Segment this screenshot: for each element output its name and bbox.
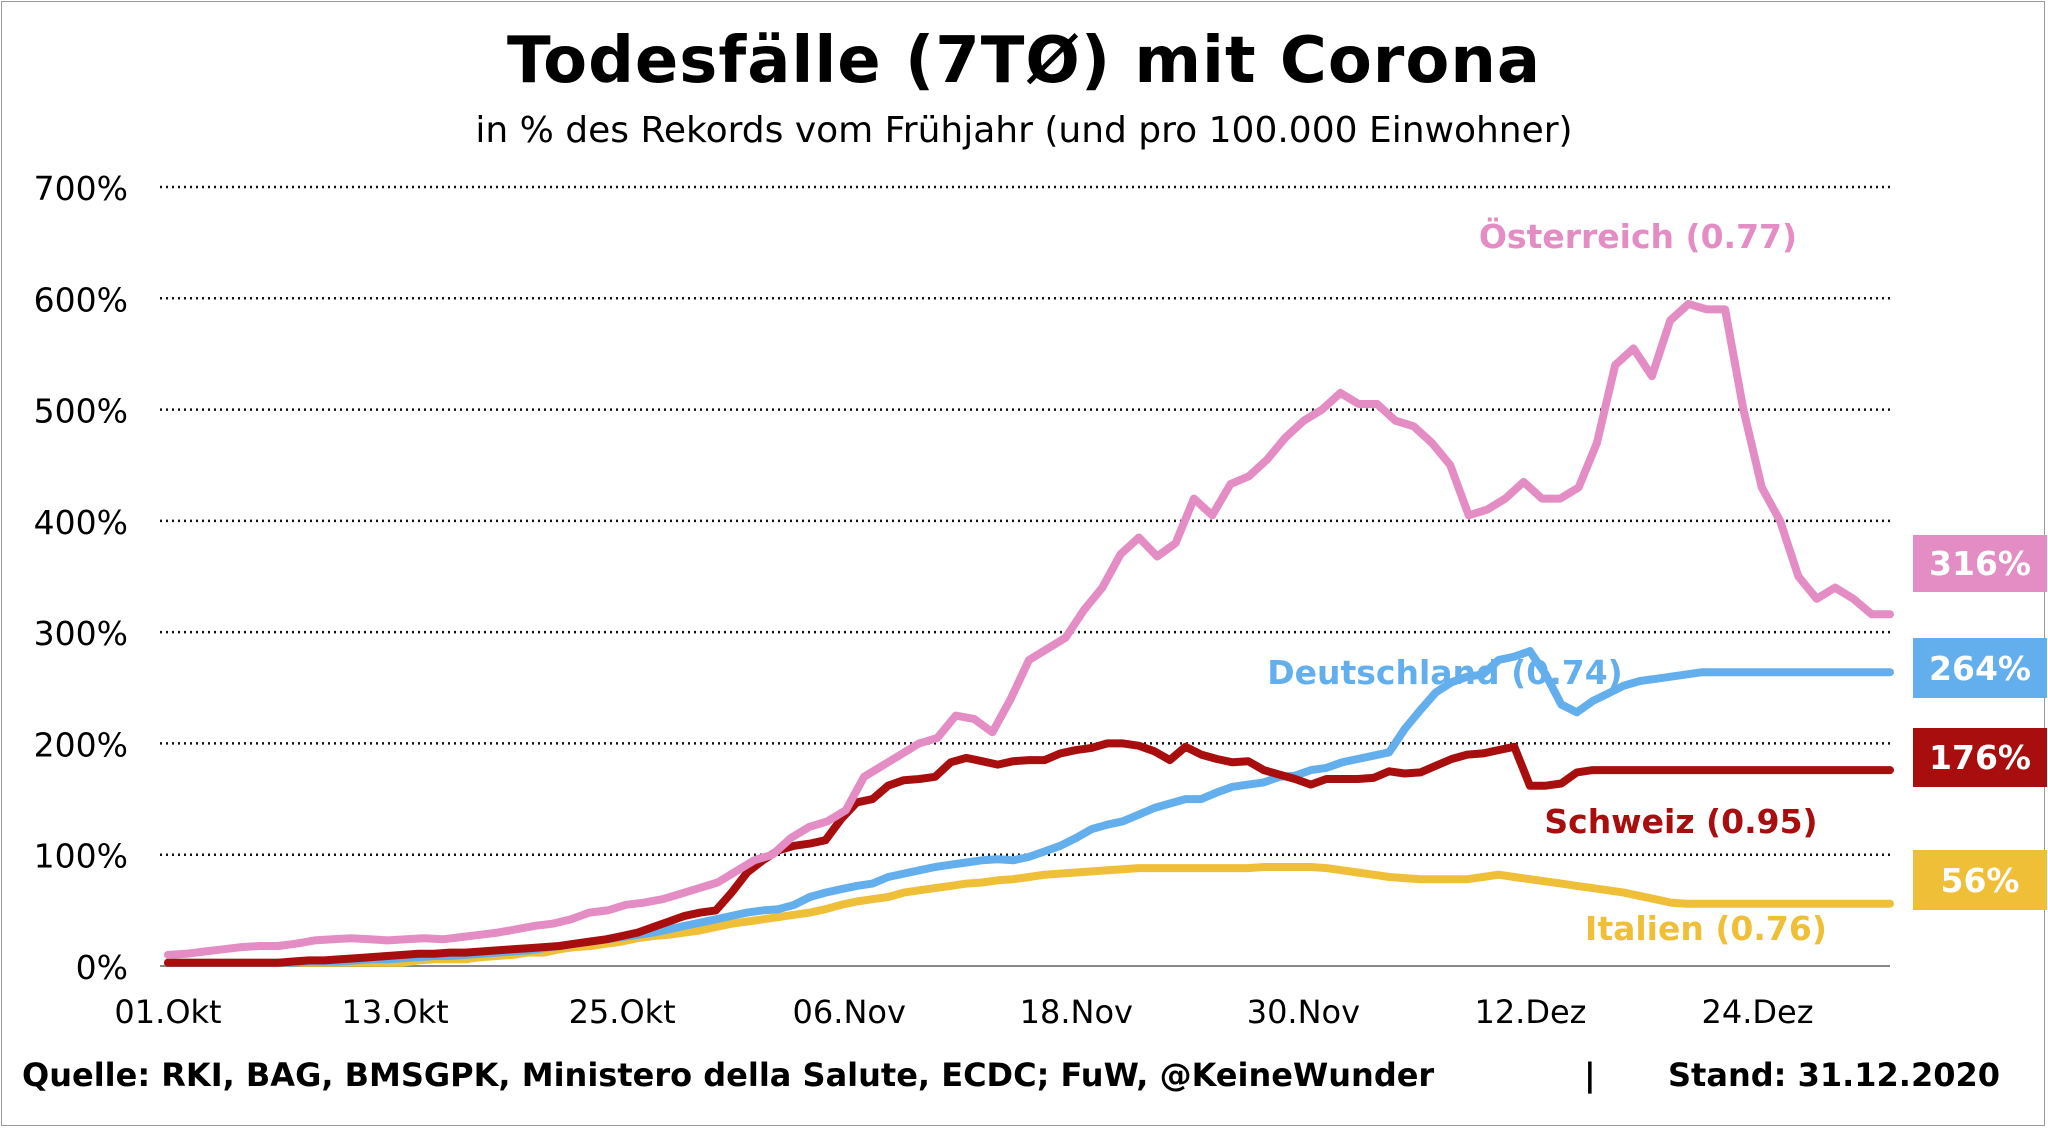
grid-lines <box>160 185 1890 856</box>
badge-oesterreich-value: 316% <box>1929 544 2031 583</box>
x-tick-label: 12.Dez <box>1474 993 1586 1031</box>
x-tick-label: 24.Dez <box>1702 993 1814 1031</box>
badge-schweiz: 176% <box>1913 728 2047 787</box>
y-tick-label: 700% <box>34 169 128 208</box>
x-tick-label: 06.Nov <box>793 993 906 1031</box>
x-tick-label: 30.Nov <box>1247 993 1360 1031</box>
y-tick-label: 300% <box>34 614 128 653</box>
x-tick-label: 18.Nov <box>1020 993 1133 1031</box>
chart-title: Todesfälle (7TØ) mit Corona <box>506 24 1542 98</box>
series-label-oesterreich: Österreich (0.77) <box>1479 216 1797 256</box>
footer-separator: | <box>1584 1056 1596 1094</box>
badge-italien-value: 56% <box>1941 861 2020 900</box>
badge-oesterreich: 316% <box>1913 535 2047 592</box>
y-axis-ticks: 0% 100% 200% 300% 400% 500% 600% 700% <box>34 169 128 987</box>
chart-subtitle: in % des Rekords vom Frühjahr (und pro 1… <box>475 110 1573 151</box>
x-tick-label: 01.Okt <box>114 993 221 1031</box>
x-tick-label: 25.Okt <box>569 993 676 1031</box>
y-tick-label: 400% <box>34 503 128 542</box>
badge-italien: 56% <box>1913 850 2047 910</box>
x-tick-label: 13.Okt <box>341 993 448 1031</box>
badge-deutschland-value: 264% <box>1929 649 2031 688</box>
y-tick-label: 100% <box>34 837 128 876</box>
series-lines <box>164 299 1894 967</box>
y-tick-label: 500% <box>34 392 128 431</box>
footer-source: Quelle: RKI, BAG, BMSGPK, Ministero dell… <box>22 1056 1435 1094</box>
series-label-schweiz: Schweiz (0.95) <box>1544 802 1817 841</box>
footer-stand: Stand: 31.12.2020 <box>1668 1056 2000 1094</box>
y-tick-label: 600% <box>34 280 128 319</box>
series-label-italien: Italien (0.76) <box>1585 909 1827 948</box>
badge-deutschland: 264% <box>1913 638 2047 698</box>
x-axis: 01.Okt 13.Okt 25.Okt 06.Nov 18.Nov 30.Nov 12.D… <box>114 965 1890 1031</box>
y-tick-label: 200% <box>34 725 128 764</box>
series-label-deutschland: Deutschland (0.74) <box>1267 653 1623 692</box>
series-line <box>164 739 1894 967</box>
y-tick-label: 0% <box>76 948 128 987</box>
badge-schweiz-value: 176% <box>1929 738 2031 777</box>
series-line <box>164 299 1894 959</box>
